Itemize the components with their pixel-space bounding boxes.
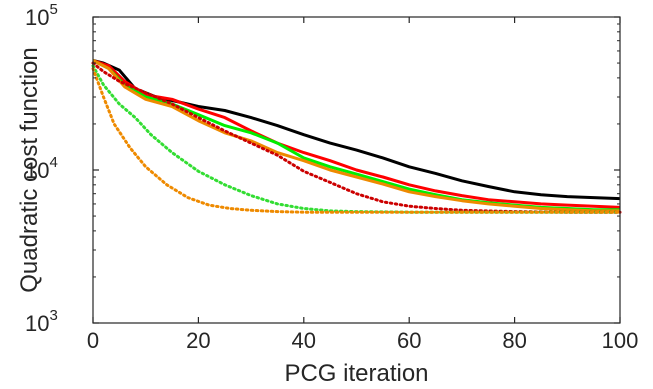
x-tick-label-4: 80	[502, 328, 526, 353]
series-line-4	[92, 59, 620, 213]
y-tick-label-2: 105	[25, 1, 58, 30]
y-tick-label-1: 104	[25, 154, 58, 183]
series-layer	[91, 59, 622, 214]
x-axis-label: PCG iteration	[284, 360, 428, 387]
x-tick-label-0: 0	[87, 328, 99, 353]
tick-layer: 0 20 40 60 80 100 103 104 105	[25, 1, 638, 353]
y-tick-label-0: 103	[25, 307, 58, 336]
series-line-5	[91, 61, 622, 214]
x-tick-label-2: 40	[292, 328, 316, 353]
x-tick-label-5: 100	[602, 328, 639, 353]
series-line-7	[91, 67, 622, 214]
x-tick-label-3: 60	[397, 328, 421, 353]
y-axis-label: Quadratic cost function	[16, 47, 43, 292]
x-tick-label-1: 20	[186, 328, 210, 353]
